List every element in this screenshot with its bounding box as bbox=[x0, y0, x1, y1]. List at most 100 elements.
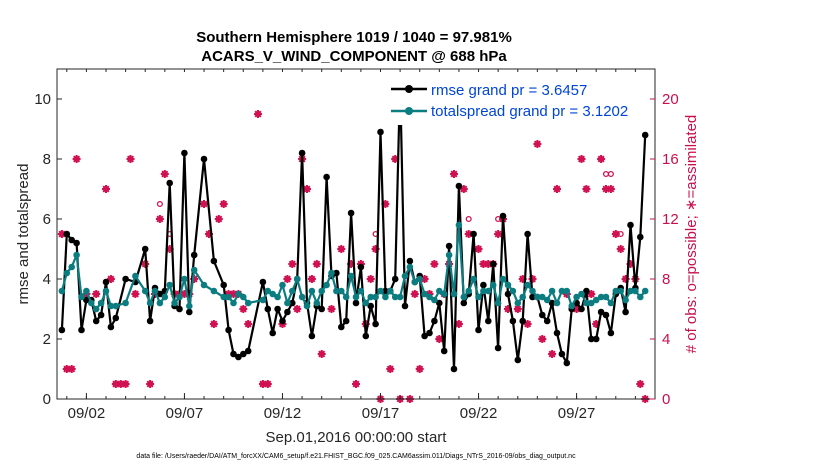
totalspread-point bbox=[328, 269, 335, 277]
totalspread-point bbox=[509, 287, 517, 295]
rmse-point bbox=[558, 350, 566, 358]
chart-title-line1: Southern Hemisphere 1019 / 1040 = 97.981… bbox=[196, 29, 512, 46]
asterisk-stroke bbox=[514, 305, 522, 313]
totalspread-point bbox=[588, 299, 595, 307]
asterisk-stroke bbox=[386, 365, 394, 373]
asterisk-stroke bbox=[131, 290, 139, 298]
asterisk-stroke bbox=[455, 320, 463, 328]
rmse-point bbox=[279, 317, 286, 325]
obs-assimilated-point bbox=[126, 155, 135, 163]
asterisk-stroke bbox=[548, 350, 556, 358]
obs-assimilated-point bbox=[352, 380, 360, 388]
totalspread-point bbox=[445, 251, 453, 259]
asterisk-stroke bbox=[573, 305, 581, 313]
obs-assimilated-point bbox=[513, 305, 522, 313]
totalspread-point bbox=[274, 293, 281, 301]
obs-assimilated-point bbox=[611, 230, 620, 238]
totalspread-point bbox=[396, 293, 404, 301]
asterisk-stroke bbox=[102, 185, 110, 193]
totalspread-point bbox=[230, 299, 237, 307]
rmse-point bbox=[342, 317, 350, 325]
rmse-point bbox=[352, 299, 360, 307]
totalspread-point bbox=[186, 302, 193, 310]
rmse-point bbox=[308, 332, 316, 340]
totalspread-point bbox=[166, 281, 173, 289]
totalspread-point bbox=[284, 299, 291, 307]
totalspread-point bbox=[637, 293, 644, 301]
rmse-point bbox=[200, 155, 208, 163]
asterisk-stroke bbox=[239, 305, 247, 313]
rmse-point bbox=[97, 311, 105, 319]
obs-assimilated-point bbox=[410, 290, 419, 298]
totalspread-point bbox=[141, 287, 149, 295]
totalspread-point bbox=[519, 293, 526, 301]
totalspread-point bbox=[573, 293, 580, 301]
asterisk-stroke bbox=[636, 380, 644, 388]
rmse-point bbox=[102, 278, 110, 286]
totalspread-point bbox=[352, 293, 360, 301]
data-file-footnote: data file: /Users/raeder/DAI/ATM_forcXX/… bbox=[136, 453, 576, 460]
asterisk-stroke bbox=[73, 155, 81, 163]
obs-assimilated-point bbox=[450, 170, 458, 178]
obs-assimilated-point bbox=[327, 305, 336, 313]
obs-assimilated-point bbox=[538, 335, 547, 343]
totalspread-point bbox=[529, 287, 536, 295]
totalspread-point bbox=[161, 293, 169, 301]
totalspread-point bbox=[78, 293, 85, 301]
totalspread-point bbox=[151, 287, 159, 295]
rmse-point bbox=[323, 173, 330, 181]
rmse-point bbox=[382, 287, 389, 295]
totalspread-point bbox=[632, 287, 639, 295]
rmse-point bbox=[269, 329, 277, 337]
totalspread-point bbox=[171, 299, 178, 307]
rmse-point bbox=[622, 308, 629, 316]
rmse-point bbox=[58, 326, 66, 334]
y-tick-label: 4 bbox=[43, 271, 51, 288]
obs-assimilated-point bbox=[366, 275, 375, 283]
obs-assimilated-point bbox=[244, 320, 253, 328]
totalspread-point bbox=[181, 275, 188, 283]
totalspread-point bbox=[146, 299, 154, 307]
totalspread-point bbox=[225, 293, 232, 301]
asterisk-stroke bbox=[58, 230, 66, 238]
totalspread-point bbox=[289, 287, 296, 295]
rmse-point bbox=[583, 287, 590, 295]
totalspread-point bbox=[607, 299, 615, 307]
totalspread-point bbox=[200, 281, 208, 289]
rmse-point bbox=[274, 305, 281, 313]
totalspread-point bbox=[313, 299, 321, 307]
obs-assimilated-point bbox=[288, 260, 297, 268]
totalspread-point bbox=[73, 251, 80, 259]
y-tick-label: 6 bbox=[43, 211, 51, 228]
asterisk-stroke bbox=[607, 185, 615, 193]
obs-assimilated-point bbox=[337, 245, 346, 253]
y-tick-label: 2 bbox=[43, 331, 51, 348]
asterisk-stroke bbox=[161, 170, 169, 178]
rmse-point bbox=[494, 344, 502, 352]
rmse-point bbox=[543, 317, 551, 325]
rmse-point bbox=[627, 221, 634, 229]
rmse-point bbox=[284, 308, 291, 316]
obs-assimilated-point bbox=[239, 305, 248, 313]
totalspread-point bbox=[92, 305, 100, 313]
totalspread-point bbox=[485, 287, 492, 295]
totalspread-point bbox=[367, 293, 375, 301]
legend-box bbox=[386, 74, 650, 125]
rmse-line bbox=[60, 79, 647, 371]
totalspread-point bbox=[58, 287, 66, 295]
totalspread-point bbox=[190, 266, 198, 274]
rmse-point bbox=[470, 230, 477, 238]
rmse-point bbox=[63, 230, 71, 238]
rmse-point bbox=[186, 308, 193, 316]
asterisk-stroke bbox=[411, 290, 419, 298]
rmse-point bbox=[362, 332, 370, 340]
rmse-point bbox=[347, 209, 355, 217]
rmse-point bbox=[73, 239, 80, 247]
asterisk-stroke bbox=[367, 275, 375, 283]
totalspread-point bbox=[88, 299, 95, 307]
totalspread-point bbox=[416, 275, 424, 283]
rmse-point bbox=[597, 308, 605, 316]
totalspread-point bbox=[333, 287, 340, 295]
asterisk-stroke bbox=[582, 185, 590, 193]
rmse-point bbox=[489, 260, 497, 268]
